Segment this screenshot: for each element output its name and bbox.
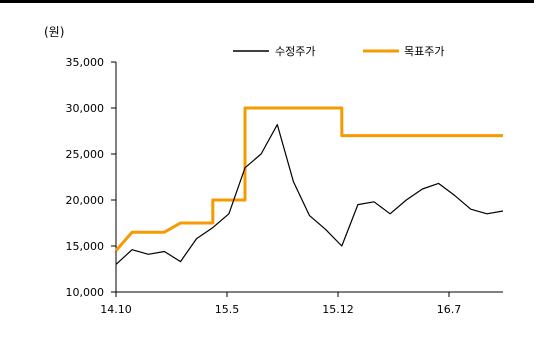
x-tick-label: 15.5 [215,303,240,316]
unit-label: (원) [44,25,64,39]
y-tick-label: 10,000 [66,286,105,299]
top-rule [0,0,534,3]
series-layer [114,106,504,265]
x-tick-label: 15.12 [322,303,354,316]
legend: 수정주가 목표주가 [233,45,444,58]
axes [115,62,503,293]
legend-label-target: 목표주가 [404,45,444,58]
x-ticks: 14.10 15.5 15.12 16.7 [100,292,461,316]
series-line-target-price [114,106,503,252]
y-tick-label: 25,000 [66,148,105,161]
series-line-adjusted-price [115,123,504,265]
x-tick-label: 14.10 [100,303,132,316]
y-tick-label: 35,000 [66,56,105,69]
y-tick-label: 20,000 [66,194,105,207]
x-tick-label: 16.7 [437,303,462,316]
y-ticks: 35,000 30,000 25,000 20,000 15,000 10,00… [66,56,116,299]
y-tick-label: 15,000 [66,240,105,253]
legend-label-price: 수정주가 [275,45,315,58]
y-tick-label: 30,000 [66,102,105,115]
